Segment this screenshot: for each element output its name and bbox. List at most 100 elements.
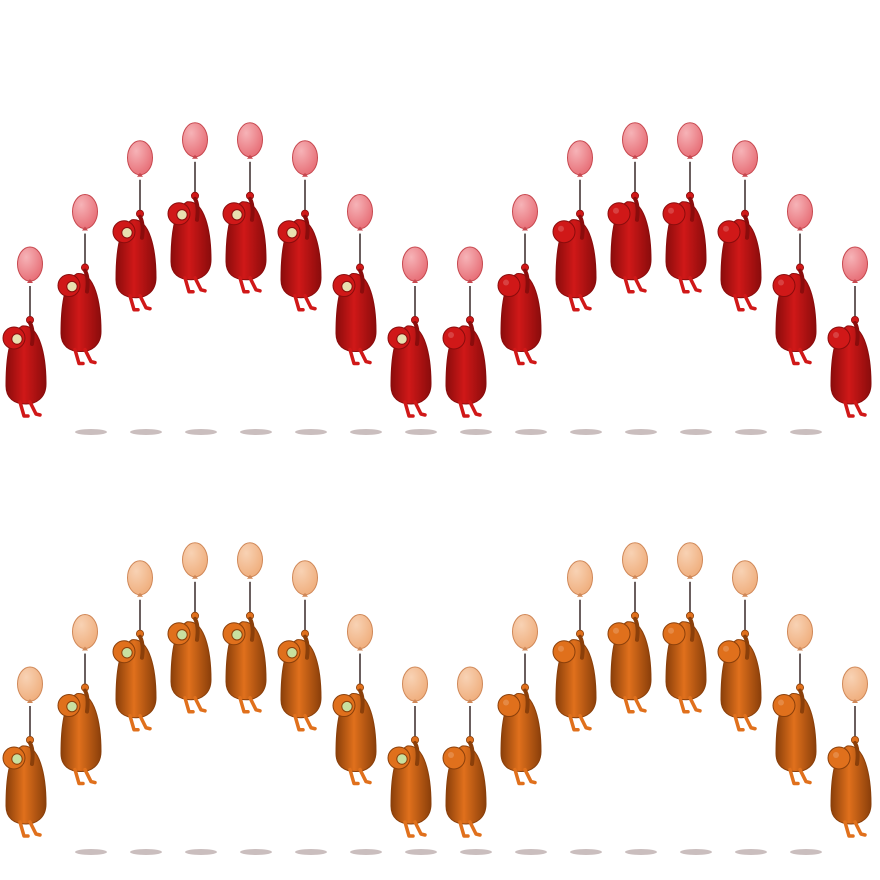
character-legs <box>568 293 592 312</box>
ground-shadow <box>240 849 272 855</box>
ground-shadow <box>130 429 162 435</box>
balloon-knot <box>192 574 198 579</box>
balloon-icon <box>787 194 813 230</box>
character-arm <box>688 196 695 222</box>
character-legs <box>128 293 152 312</box>
character-legs <box>18 820 42 838</box>
ground-shadow <box>240 429 272 435</box>
balloon-knot <box>797 646 803 651</box>
head-highlight <box>503 699 509 706</box>
character-arm <box>523 688 530 714</box>
balloon-icon <box>127 140 153 176</box>
character-head <box>497 694 521 718</box>
sprite-frame-orange-14 <box>717 560 767 855</box>
sprite-frame-red-12 <box>607 122 657 435</box>
character-face <box>66 700 78 713</box>
balloon-icon <box>512 194 538 230</box>
character-legs <box>128 713 152 732</box>
ground-shadow <box>570 849 602 855</box>
character-face <box>286 227 298 239</box>
balloon-icon <box>237 542 263 578</box>
character-head <box>552 220 576 244</box>
ground-shadow <box>460 429 492 435</box>
balloon-knot <box>632 154 638 159</box>
balloon-icon <box>567 560 593 596</box>
balloon-icon <box>182 542 208 578</box>
sprite-frame-red-4 <box>167 122 217 435</box>
character-legs <box>843 400 867 418</box>
ground-shadow <box>460 849 492 855</box>
character-arm <box>798 688 805 714</box>
character-legs <box>403 820 427 838</box>
character-legs <box>183 276 207 294</box>
balloon-knot <box>137 172 143 177</box>
balloon-icon <box>457 666 483 702</box>
ground-shadow <box>350 849 382 855</box>
sprite-frame-orange-10 <box>497 614 547 855</box>
ground-shadow <box>405 429 437 435</box>
balloon-icon <box>292 140 318 176</box>
sprite-frame-red-7 <box>332 194 382 435</box>
balloon-icon <box>732 140 758 176</box>
sprite-frame-orange-5 <box>222 542 272 855</box>
character-legs <box>733 713 757 732</box>
character-arm <box>83 268 90 294</box>
head-highlight <box>778 279 784 286</box>
character-face <box>11 753 23 765</box>
head-highlight <box>723 645 729 652</box>
character-arm <box>743 214 750 240</box>
character-legs <box>568 713 592 732</box>
sprite-frame-red-6 <box>277 140 327 435</box>
character-arm <box>358 688 365 714</box>
balloon-knot <box>742 592 748 597</box>
character-head <box>442 746 466 770</box>
sprite-frame-orange-6 <box>277 560 327 855</box>
character-arm <box>413 321 420 346</box>
character-legs <box>348 767 372 786</box>
sprite-frame-orange-8 <box>387 666 437 855</box>
sprite-frame-red-11 <box>552 140 602 435</box>
character-arm <box>303 634 310 660</box>
character-legs <box>788 767 812 786</box>
sprite-frame-red-5 <box>222 122 272 435</box>
character-legs <box>623 276 647 294</box>
sprite-frame-orange-15 <box>772 614 822 855</box>
balloon-knot <box>27 279 33 283</box>
character-arm <box>468 741 475 766</box>
balloon-knot <box>852 279 858 283</box>
character-arm <box>303 214 310 240</box>
balloon-icon <box>677 542 703 578</box>
character-face <box>231 209 243 221</box>
character-arm <box>248 196 255 222</box>
balloon-knot <box>82 646 88 651</box>
balloon-icon <box>622 122 648 158</box>
character-arm <box>83 688 90 714</box>
head-highlight <box>668 627 674 634</box>
sprite-frame-red-1 <box>2 246 47 418</box>
character-legs <box>403 400 427 418</box>
balloon-knot <box>577 592 583 597</box>
sprite-frame-red-16 <box>827 246 872 418</box>
head-highlight <box>448 752 454 758</box>
character-arm <box>413 741 420 766</box>
character-face <box>396 753 408 765</box>
head-highlight <box>833 332 839 338</box>
ground-shadow <box>570 429 602 435</box>
balloon-knot <box>467 699 473 703</box>
balloon-knot <box>577 172 583 177</box>
sprite-frame-red-9 <box>442 246 492 435</box>
character-face <box>121 227 133 239</box>
balloon-icon <box>182 122 208 158</box>
character-arm <box>578 634 585 660</box>
balloon-icon <box>512 614 538 650</box>
ground-shadow <box>295 429 327 435</box>
character-legs <box>458 820 482 838</box>
ground-shadow <box>295 849 327 855</box>
balloon-icon <box>842 666 868 702</box>
sprite-frame-red-8 <box>387 246 437 435</box>
balloon-knot <box>27 699 33 703</box>
character-legs <box>678 276 702 294</box>
balloon-knot <box>247 154 253 159</box>
balloon-knot <box>742 172 748 177</box>
head-highlight <box>613 627 619 634</box>
